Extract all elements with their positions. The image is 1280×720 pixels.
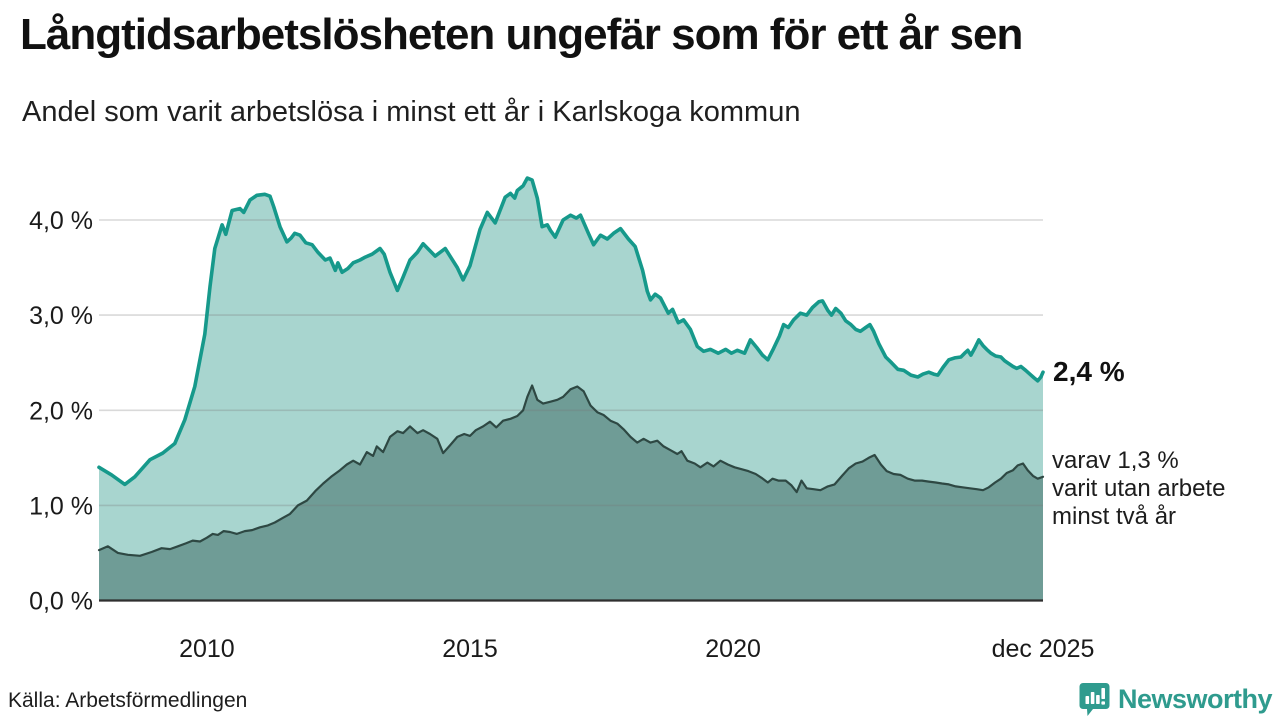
annotation-line-2: varit utan arbete	[1052, 475, 1226, 502]
x-tick-label: 2010	[179, 635, 235, 663]
y-tick-label: 0,0 %	[29, 588, 93, 616]
series-minst-tva-ar-area	[99, 385, 1043, 601]
series2-annotation: varav 1,3 % varit utan arbete minst två …	[1052, 447, 1225, 531]
series-minst-ett-ar-line	[97, 176, 1045, 487]
x-tick-label: 2015	[442, 635, 498, 663]
x-tick-label: dec 2025	[992, 635, 1095, 663]
chart-subtitle: Andel som varit arbetslösa i minst ett å…	[22, 96, 801, 128]
newsworthy-logo-text: Newsworthy	[1117, 684, 1273, 714]
y-tick-label: 3,0 %	[29, 302, 93, 330]
source-credit: Källa: Arbetsförmedlingen	[8, 689, 248, 712]
annotation-line-1: varav 1,3 %	[1052, 447, 1179, 474]
x-tick-label: 2020	[705, 635, 761, 663]
y-tick-label: 4,0 %	[29, 207, 93, 235]
newsworthy-logo: Newsworthy	[1079, 682, 1273, 717]
y-tick-label: 2,0 %	[29, 397, 93, 425]
series-end-value-label: 2,4 %	[1053, 356, 1125, 387]
newsworthy-bubble-icon	[1079, 683, 1110, 716]
page-title: Långtidsarbetslösheten ungefär som för e…	[20, 10, 1023, 59]
annotation-line-3: minst två år	[1052, 503, 1177, 530]
y-tick-label: 1,0 %	[29, 492, 93, 520]
series-minst-tva-ar-line	[97, 384, 1045, 557]
